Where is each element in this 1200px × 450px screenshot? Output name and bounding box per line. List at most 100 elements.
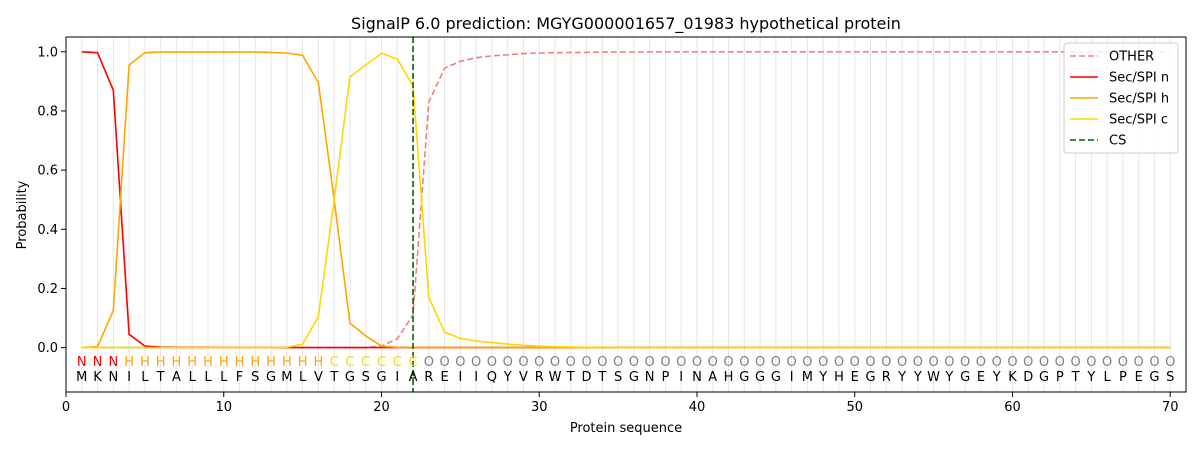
residue-label: Y bbox=[1086, 370, 1095, 385]
state-label: O bbox=[1070, 355, 1080, 370]
state-label: O bbox=[1134, 355, 1144, 370]
state-label: O bbox=[550, 355, 560, 370]
residue-label: Y bbox=[818, 370, 827, 385]
series-lines bbox=[81, 50, 1171, 349]
y-axis-label: Probability bbox=[15, 180, 30, 249]
state-label: O bbox=[944, 355, 954, 370]
residue-label: E bbox=[1135, 370, 1143, 385]
state-label: O bbox=[1023, 355, 1033, 370]
residue-label: F bbox=[236, 370, 243, 385]
x-tick-label: 70 bbox=[1162, 400, 1179, 415]
x-tick-label: 60 bbox=[1004, 400, 1021, 415]
legend-label: CS bbox=[1109, 134, 1126, 149]
state-label: H bbox=[140, 355, 150, 370]
residue-label: T bbox=[597, 370, 606, 385]
residue-label: A bbox=[172, 370, 181, 385]
state-label: O bbox=[629, 355, 639, 370]
sequence-labels: NMNKNNHIHLHTHAHLHLHLHFHSHGHMHLHVCTCGCSCG… bbox=[76, 355, 1175, 385]
residue-label: N bbox=[692, 370, 702, 385]
state-label: O bbox=[613, 355, 623, 370]
state-label: O bbox=[1149, 355, 1159, 370]
residue-label: R bbox=[535, 370, 544, 385]
y-tick-label: 0.8 bbox=[37, 104, 58, 119]
residue-label: D bbox=[582, 370, 592, 385]
residue-label: W bbox=[549, 370, 562, 385]
legend-label: OTHER bbox=[1109, 50, 1154, 65]
residue-label: P bbox=[1119, 370, 1127, 385]
x-axis-label: Protein sequence bbox=[570, 421, 682, 436]
state-label: O bbox=[518, 355, 528, 370]
residue-label: R bbox=[882, 370, 891, 385]
state-label: H bbox=[187, 355, 197, 370]
residue-label: E bbox=[440, 370, 448, 385]
residue-label: W bbox=[927, 370, 940, 385]
state-label: O bbox=[913, 355, 923, 370]
state-label: H bbox=[203, 355, 213, 370]
residue-label: Q bbox=[487, 370, 497, 385]
residue-label: A bbox=[708, 370, 717, 385]
residue-label: T bbox=[156, 370, 165, 385]
state-label: O bbox=[928, 355, 938, 370]
state-label: O bbox=[1039, 355, 1049, 370]
residue-label: I bbox=[679, 370, 683, 385]
residue-label: P bbox=[662, 370, 670, 385]
x-tick-label: 10 bbox=[215, 400, 232, 415]
state-label: O bbox=[739, 355, 749, 370]
residue-label: E bbox=[851, 370, 859, 385]
residue-label: S bbox=[251, 370, 259, 385]
residue-label: M bbox=[281, 370, 292, 385]
residue-label: E bbox=[977, 370, 985, 385]
y-tick-label: 0.0 bbox=[37, 341, 58, 356]
state-label: H bbox=[235, 355, 245, 370]
residue-label: Y bbox=[897, 370, 906, 385]
legend-label: Sec/SPI c bbox=[1109, 113, 1168, 128]
state-label: O bbox=[487, 355, 497, 370]
state-label: O bbox=[960, 355, 970, 370]
residue-label: M bbox=[76, 370, 87, 385]
residue-label: K bbox=[1008, 370, 1017, 385]
state-label: O bbox=[1165, 355, 1175, 370]
residue-label: Y bbox=[992, 370, 1001, 385]
state-label: H bbox=[250, 355, 260, 370]
state-label: O bbox=[1102, 355, 1112, 370]
state-label: H bbox=[314, 355, 324, 370]
state-label: O bbox=[723, 355, 733, 370]
residue-label: L bbox=[299, 370, 307, 385]
residue-label: R bbox=[424, 370, 433, 385]
x-axis-ticks: 0 10 20 30 40 50 60 70 bbox=[62, 392, 1179, 415]
y-axis-ticks: 0.0 0.2 0.4 0.6 0.8 1.0 bbox=[37, 45, 66, 356]
residue-label: G bbox=[865, 370, 875, 385]
residue-label: I bbox=[127, 370, 131, 385]
residue-label: G bbox=[739, 370, 749, 385]
residue-label: G bbox=[629, 370, 639, 385]
residue-label: M bbox=[802, 370, 813, 385]
residue-label: V bbox=[519, 370, 528, 385]
y-tick-label: 1.0 bbox=[37, 45, 58, 60]
state-label: O bbox=[976, 355, 986, 370]
residue-label: G bbox=[1149, 370, 1159, 385]
residue-label: Y bbox=[913, 370, 922, 385]
state-label: O bbox=[1055, 355, 1065, 370]
y-tick-label: 0.6 bbox=[37, 164, 58, 179]
legend: OTHER Sec/SPI n Sec/SPI h Sec/SPI c CS bbox=[1063, 42, 1179, 154]
state-label: O bbox=[897, 355, 907, 370]
y-tick-label: 0.4 bbox=[37, 223, 58, 238]
state-label: O bbox=[503, 355, 513, 370]
state-label: O bbox=[597, 355, 607, 370]
residue-label: H bbox=[834, 370, 844, 385]
state-label: C bbox=[345, 355, 354, 370]
residue-label: T bbox=[566, 370, 575, 385]
residue-label: Y bbox=[503, 370, 512, 385]
residue-label: D bbox=[1023, 370, 1033, 385]
state-label: H bbox=[124, 355, 134, 370]
state-label: O bbox=[566, 355, 576, 370]
residue-label: T bbox=[329, 370, 338, 385]
residue-label: G bbox=[345, 370, 355, 385]
state-label: O bbox=[771, 355, 781, 370]
legend-box bbox=[1063, 42, 1179, 154]
state-label: O bbox=[755, 355, 765, 370]
residue-label: G bbox=[376, 370, 386, 385]
state-label: C bbox=[377, 355, 386, 370]
grid bbox=[81, 37, 1171, 392]
state-label: H bbox=[298, 355, 308, 370]
